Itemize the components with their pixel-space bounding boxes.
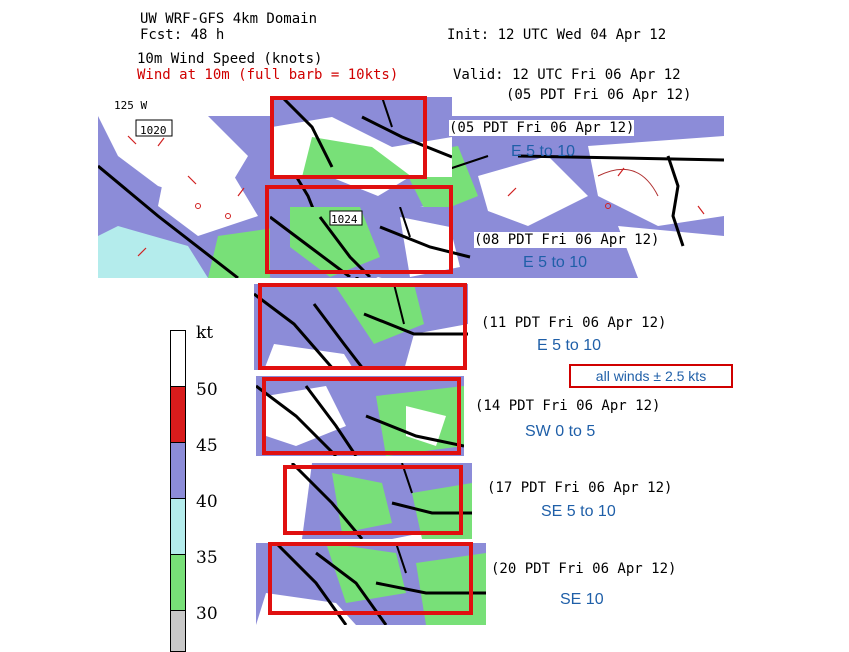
panel-wind-17pdt: SE 5 to 10	[541, 503, 616, 520]
highlight-box-05pdt	[270, 96, 427, 179]
panel-14pdt	[256, 376, 464, 456]
highlight-box-14pdt	[262, 377, 461, 455]
field-name: 10m Wind Speed (knots)	[137, 51, 323, 67]
colorbar-swatch	[171, 443, 185, 499]
panel-time-17pdt: (17 PDT Fri 06 Apr 12)	[487, 480, 673, 496]
init-time: Init: 12 UTC Wed 04 Apr 12	[447, 27, 667, 43]
panel-time-08pdt: (08 PDT Fri 06 Apr 12)	[474, 232, 660, 248]
highlight-box-17pdt	[283, 465, 463, 535]
panel-time-11pdt: (11 PDT Fri 06 Apr 12)	[481, 315, 667, 331]
colorbar-swatch	[171, 555, 185, 611]
valid-local-time: (05 PDT Fri 06 Apr 12)	[506, 87, 692, 103]
panel-wind-14pdt: SW 0 to 5	[525, 423, 596, 440]
valid-time: Valid: 12 UTC Fri 06 Apr 12	[453, 67, 681, 83]
map-title: UW WRF-GFS 4km Domain	[140, 11, 318, 27]
barb-note: Wind at 10m (full barb = 10kts)	[137, 67, 399, 83]
pressure-label-2: 1024	[331, 213, 358, 226]
highlight-box-20pdt	[268, 542, 473, 615]
panel-wind-20pdt: SE 10	[560, 591, 604, 608]
colorbar	[170, 330, 186, 652]
colorbar-tick: 35	[196, 548, 218, 568]
panel-11pdt	[254, 284, 468, 370]
pressure-label-1: 1020	[140, 124, 167, 137]
colorbar-tick: 45	[196, 436, 218, 456]
highlight-box-11pdt	[258, 283, 467, 370]
panel-time-20pdt: (20 PDT Fri 06 Apr 12)	[491, 561, 677, 577]
panel-17pdt	[272, 463, 472, 539]
colorbar-swatch	[171, 499, 185, 555]
panel-time-05pdt: (05 PDT Fri 06 Apr 12)	[449, 120, 635, 136]
longitude-label: 125 W	[114, 99, 148, 112]
forecast-hour: Fcst: 48 h	[140, 27, 225, 43]
colorbar-swatch	[171, 387, 185, 443]
panel-wind-08pdt: E 5 to 10	[523, 254, 588, 271]
panel-wind-11pdt: E 5 to 10	[537, 337, 602, 354]
accuracy-note: all winds ± 2.5 kts	[569, 364, 733, 388]
panel-08pdt	[270, 207, 476, 277]
panel-wind-05pdt: E 5 to 10	[511, 143, 576, 160]
colorbar-tick: 30	[196, 604, 218, 624]
colorbar-tick: 40	[196, 492, 218, 512]
colorbar-swatch	[171, 331, 185, 387]
colorbar-swatch	[171, 611, 185, 651]
colorbar-tick: 50	[196, 380, 218, 400]
highlight-box-08pdt	[265, 185, 453, 274]
panel-time-14pdt: (14 PDT Fri 06 Apr 12)	[475, 398, 661, 414]
colorbar-unit: kt	[196, 323, 214, 343]
panel-05pdt	[272, 97, 452, 177]
